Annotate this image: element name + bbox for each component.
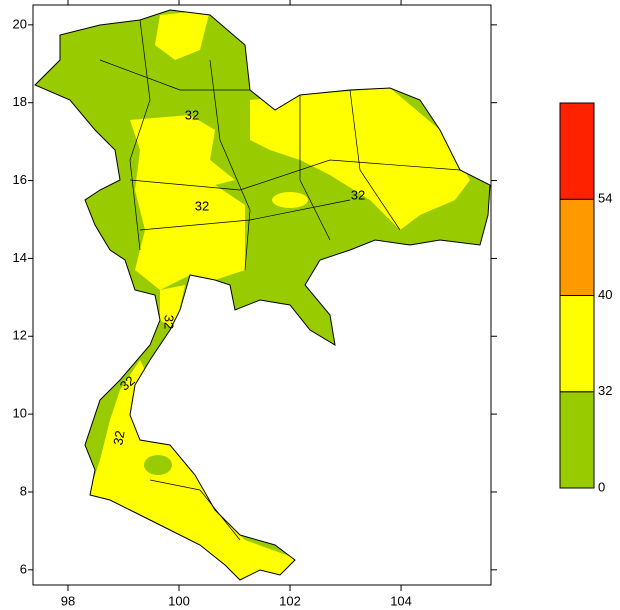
zone-east-pocket	[272, 192, 308, 208]
contour-label: 32	[110, 429, 127, 446]
y-tick-label: 10	[13, 406, 27, 421]
contour-label: 32	[195, 198, 209, 213]
x-tick-label: 104	[390, 593, 412, 608]
colorbar-label: 40	[598, 287, 612, 302]
y-tick-label: 16	[13, 172, 27, 187]
y-tick-label: 18	[13, 94, 27, 109]
contour-label: 32	[162, 315, 177, 329]
colorbar-bin	[559, 198, 595, 296]
colorbar-label: 54	[598, 191, 612, 206]
zone-central	[130, 115, 245, 290]
x-tick-label: 98	[61, 593, 75, 608]
contour-label: 32	[351, 187, 365, 202]
zone-north	[155, 10, 210, 60]
y-tick-label: 6	[20, 561, 27, 576]
x-tick-label: 102	[279, 593, 301, 608]
colorbar-bin	[559, 391, 595, 489]
y-tick-label: 8	[20, 483, 27, 498]
colorbar-bin	[559, 102, 595, 200]
x-tick-label: 100	[168, 593, 190, 608]
colorbar-label: 32	[598, 383, 612, 398]
colorbar-bin	[559, 295, 595, 393]
zone-west	[160, 285, 185, 330]
zone-northeast	[250, 88, 470, 230]
zone-south-pocket	[144, 455, 172, 475]
y-tick-label: 12	[13, 328, 27, 343]
y-tick-label: 20	[13, 16, 27, 31]
province-lines	[99, 19, 461, 541]
contour-label: 32	[185, 107, 199, 122]
y-tick-label: 14	[13, 250, 27, 265]
colorbar-label: 0	[598, 479, 605, 494]
